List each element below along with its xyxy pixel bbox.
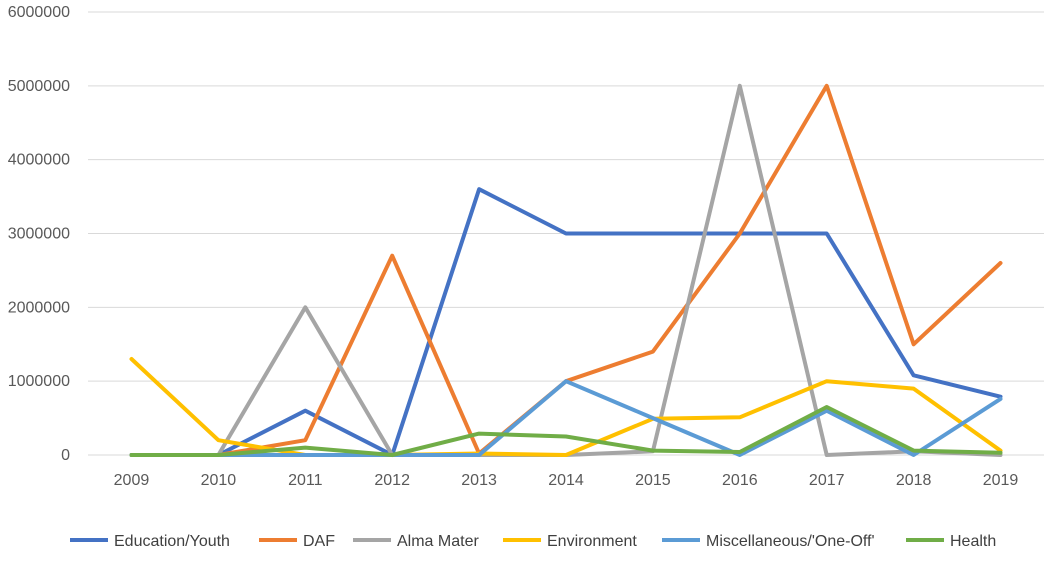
- series-line-5: [129, 405, 1003, 457]
- legend-label: Education/Youth: [114, 533, 230, 550]
- legend-label: Environment: [547, 533, 637, 550]
- legend-label: Health: [950, 533, 996, 550]
- x-axis-labels: 2009 2010 2011 2012 2013 2014 2015 2016 2017 2018…: [114, 472, 1019, 489]
- series-line-1: [129, 83, 1003, 457]
- x-tick-label: 2019: [983, 472, 1019, 489]
- legend: Education/Youth DAF Alma Mater Environment M…: [70, 533, 996, 550]
- y-axis-labels: 0 1000000 2000000 3000000 4000000 5000000 6000…: [8, 4, 70, 464]
- x-tick-label: 2017: [809, 472, 845, 489]
- x-tick-label: 2010: [201, 472, 237, 489]
- legend-label: Miscellaneous/'One-Off': [706, 533, 875, 550]
- y-tick-label: 0: [61, 447, 70, 464]
- x-tick-label: 2012: [374, 472, 410, 489]
- x-tick-label: 2016: [722, 472, 758, 489]
- series-line-2: [129, 83, 1003, 457]
- x-tick-label: 2011: [288, 472, 323, 489]
- x-tick-label: 2009: [114, 472, 150, 489]
- y-tick-label: 4000000: [8, 152, 70, 169]
- y-tick-label: 6000000: [8, 4, 70, 21]
- x-tick-label: 2013: [461, 472, 497, 489]
- y-tick-label: 2000000: [8, 299, 70, 316]
- legend-label: Alma Mater: [397, 533, 479, 550]
- series-line-3: [129, 357, 1003, 457]
- series-line-0: [129, 187, 1003, 457]
- legend-label: DAF: [303, 533, 335, 550]
- x-tick-label: 2018: [896, 472, 932, 489]
- y-tick-label: 3000000: [8, 226, 70, 243]
- x-tick-label: 2015: [635, 472, 671, 489]
- series-line-4: [129, 379, 1003, 457]
- x-tick-label: 2014: [548, 472, 584, 489]
- series-lines: [129, 83, 1003, 457]
- y-tick-label: 1000000: [8, 373, 70, 390]
- gridlines: [88, 11, 1044, 456]
- y-tick-label: 5000000: [8, 78, 70, 95]
